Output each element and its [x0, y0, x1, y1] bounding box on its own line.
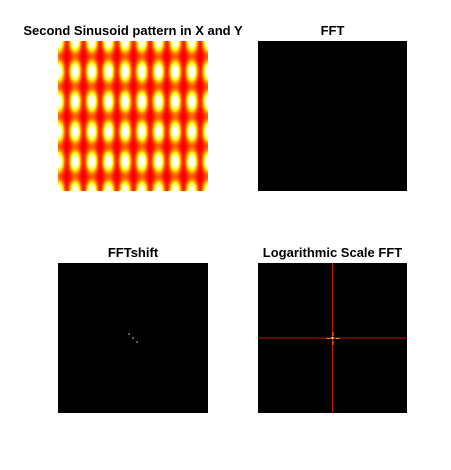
log-fft-center-glow-1 [335, 338, 340, 339]
subplot-title-fftshift: FFTshift [107, 245, 159, 260]
log-fft-center-glow-3 [332, 341, 334, 345]
fft-image [258, 41, 407, 191]
fft-background [258, 41, 407, 191]
fftshift-image [58, 263, 208, 413]
subplot-title-log-fft: Logarithmic Scale FFT [262, 245, 403, 260]
fftshift-peak-2 [136, 341, 138, 343]
fftshift-peak-1 [128, 333, 130, 335]
axes-log-fft [258, 263, 407, 413]
log-fft-image [258, 263, 407, 413]
subplot-sinusoid-pattern: Second Sinusoid pattern in X and Y [23, 23, 243, 191]
subplot-fft: FFT [258, 23, 407, 191]
fftshift-peak-0 [132, 337, 134, 339]
subplot-title-fft: FFT [320, 23, 345, 38]
axes-fft [258, 41, 407, 191]
subplot-log-fft: Logarithmic Scale FFT [258, 245, 407, 413]
axes-fftshift [58, 263, 208, 413]
sinusoid-heatmap [58, 41, 208, 191]
log-fft-center-glow-0 [326, 338, 331, 339]
subplot-title-sinusoid: Second Sinusoid pattern in X and Y [23, 23, 243, 38]
axes-sinusoid-pattern [58, 41, 208, 191]
log-fft-center-peak [331, 337, 334, 339]
log-fft-center-glow-2 [332, 332, 334, 336]
subplot-fftshift: FFTshift [58, 245, 208, 413]
